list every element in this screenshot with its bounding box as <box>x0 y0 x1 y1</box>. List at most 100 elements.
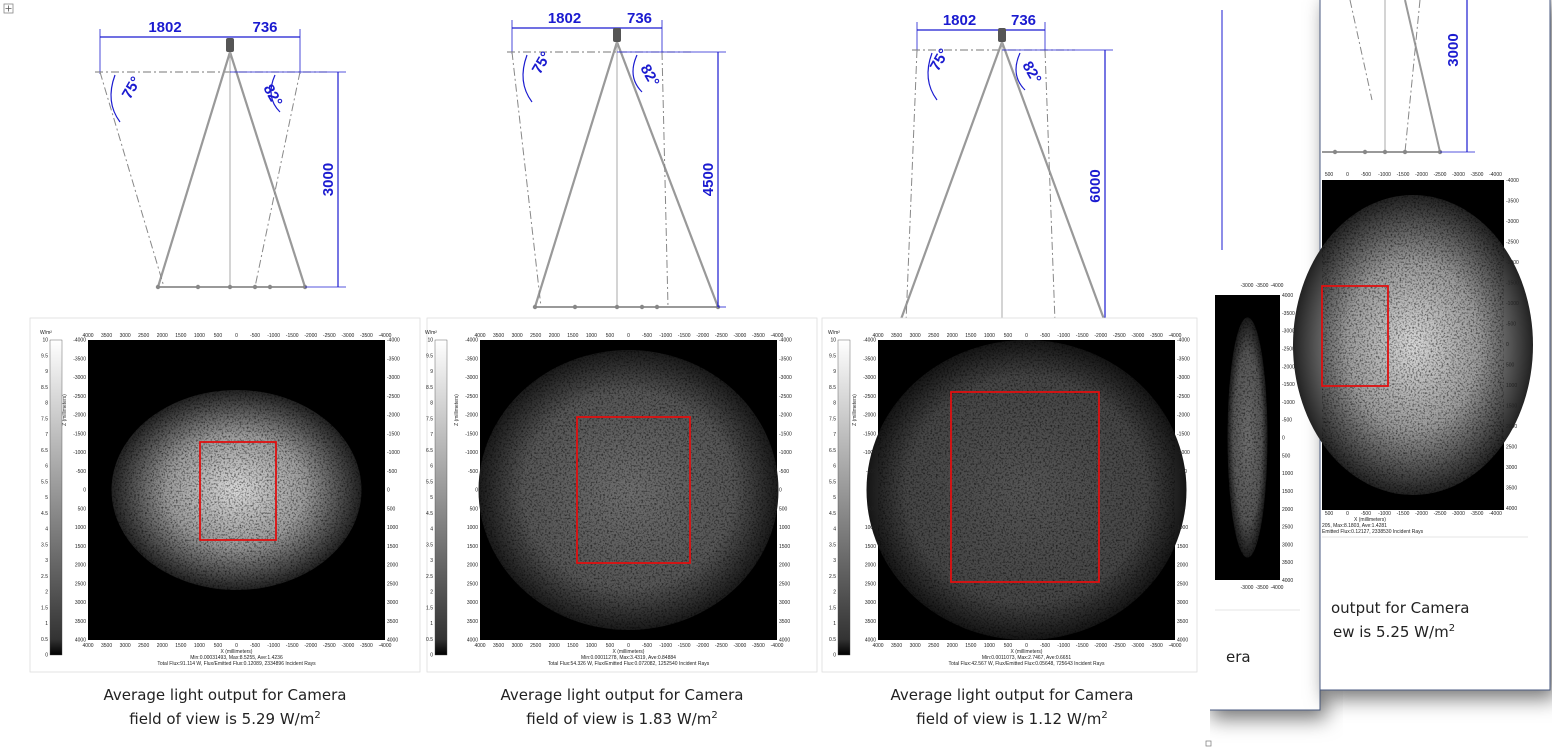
colorbar-tick-label: 7 <box>45 432 48 438</box>
dimension-label: 1802 <box>148 19 181 36</box>
x-tick-label: -2000 <box>304 643 317 649</box>
x-tick-label: 0 <box>627 333 630 339</box>
caption: ew is 5.25 W/m2 <box>1333 623 1455 641</box>
z-tick-label: -3000 <box>779 375 792 381</box>
x-tick-label: 4000 <box>474 643 485 649</box>
colorbar-tick-label: 10 <box>42 338 48 344</box>
z-tick-label: -1500 <box>1282 382 1295 388</box>
x-tick-label: 0 <box>235 333 238 339</box>
page: Camera field of view light output {"pane… <box>0 0 1552 755</box>
noise <box>88 340 385 640</box>
x-tick-label: 500 <box>214 333 223 339</box>
irradiance-plot: W/m²109.598.587.576.565.554.543.532.521.… <box>425 318 817 672</box>
z-tick-label: -4000 <box>73 338 86 344</box>
x-tick-label: -3500 <box>1256 585 1269 591</box>
colorbar-tick-label: 8 <box>833 401 836 407</box>
colorbar-tick-label: 8 <box>45 401 48 407</box>
x-tick-label: -2500 <box>1434 172 1447 178</box>
z-tick-label: 500 <box>1282 453 1291 459</box>
z-tick-label: 1500 <box>1282 489 1293 495</box>
resize-handle[interactable] <box>1206 741 1211 746</box>
node <box>640 305 644 309</box>
x-tick-label: -2500 <box>1113 333 1126 339</box>
x-tick-label: 500 <box>606 333 615 339</box>
z-tick-label: -2000 <box>73 413 86 419</box>
x-tick-label: -3000 <box>341 333 354 339</box>
z-tick-label: 3000 <box>387 600 398 606</box>
z-tick-label: 0 <box>475 488 478 494</box>
plot-stats: Total Flux:91.114 W, Flux/Emitted Flux:0… <box>157 661 316 667</box>
x-tick-label: -3000 <box>1452 172 1465 178</box>
caption-superscript: 2 <box>1101 710 1107 721</box>
colorbar-tick-label: 8.5 <box>829 385 836 391</box>
colorbar-tick-label: 7 <box>833 432 836 438</box>
z-tick-label: 2500 <box>779 581 790 587</box>
dimension-label: 3000 <box>1445 33 1462 66</box>
colorbar-tick-label: 0 <box>430 653 433 659</box>
z-tick-label: -500 <box>866 469 876 475</box>
z-tick-label: -500 <box>1282 418 1292 424</box>
x-tick-label: -2500 <box>715 643 728 649</box>
x-tick-label: -1000 <box>1057 643 1070 649</box>
x-tick-label: -2000 <box>1415 172 1428 178</box>
colorbar-tick-label: 5 <box>833 495 836 501</box>
z-tick-label: 3000 <box>75 600 86 606</box>
x-tick-label: -1000 <box>1057 333 1070 339</box>
colorbar-tick-label: 2.5 <box>829 574 836 580</box>
colorbar-tick-label: 4.5 <box>829 511 836 517</box>
z-tick-label: -1000 <box>73 450 86 456</box>
z-tick-label: 2500 <box>467 581 478 587</box>
z-tick-label: 1000 <box>779 525 790 531</box>
x-tick-label: 1000 <box>586 643 597 649</box>
z-tick-label: 1000 <box>1177 525 1188 531</box>
dimension-label: 736 <box>627 10 652 27</box>
node <box>268 285 272 289</box>
z-tick-label: 3000 <box>1177 600 1188 606</box>
x-tick-label: 3000 <box>910 643 921 649</box>
caption-superscript: 2 <box>314 710 320 721</box>
x-tick-label: -3500 <box>1471 172 1484 178</box>
x-tick-label: -4000 <box>1489 172 1502 178</box>
x-tick-label: 2500 <box>530 643 541 649</box>
z-tick-label: -4000 <box>779 338 792 344</box>
x-tick-label: -1500 <box>678 333 691 339</box>
dimension-label: 6000 <box>1087 169 1104 202</box>
z-tick-label: 3500 <box>467 619 478 625</box>
x-tick-label: -3500 <box>752 643 765 649</box>
z-tick-label: -500 <box>468 469 478 475</box>
x-tick-label: 2000 <box>157 333 168 339</box>
z-tick-label: 1000 <box>387 525 398 531</box>
colorbar-tick-label: 3.5 <box>829 542 836 548</box>
plot-stats: Total Flux:54.326 W, Flux/Emitted Flux:0… <box>548 661 710 667</box>
caption-text: field of view is 1.12 W/m <box>916 710 1101 728</box>
z-tick-label: 4000 <box>467 638 478 644</box>
colorbar-tick-label: 9 <box>430 369 433 375</box>
x-tick-label: -1500 <box>1397 511 1410 517</box>
colorbar-tick-label: 6 <box>430 464 433 470</box>
caption: field of view is 1.12 W/m2 <box>916 710 1107 728</box>
colorbar-tick-label: 4 <box>833 527 836 533</box>
z-tick-label: 2500 <box>1506 445 1517 451</box>
colorbar-tick-label: 7.5 <box>829 416 836 422</box>
colorbar-tick-label: 1 <box>45 621 48 627</box>
z-tick-label: -2000 <box>465 413 478 419</box>
z-axis-label: Z (millimeters) <box>454 394 460 426</box>
x-tick-label: 2500 <box>928 333 939 339</box>
z-axis-label: Z (millimeters) <box>852 394 858 426</box>
z-tick-label: -500 <box>387 469 397 475</box>
z-tick-label: -1000 <box>387 450 400 456</box>
colorbar-tick-label: 9.5 <box>829 353 836 359</box>
z-tick-label: 0 <box>873 488 876 494</box>
x-tick-label: 4000 <box>82 643 93 649</box>
z-tick-label: -4000 <box>863 338 876 344</box>
z-tick-label: -3000 <box>387 375 400 381</box>
x-tick-label: -4000 <box>1169 643 1182 649</box>
colorbar-tick-label: 6 <box>833 464 836 470</box>
z-tick-label: 1500 <box>387 544 398 550</box>
colorbar-tick-label: 9.5 <box>41 353 48 359</box>
z-tick-label: 1000 <box>1282 471 1293 477</box>
z-tick-label: 2500 <box>1177 581 1188 587</box>
x-tick-label: -2000 <box>696 333 709 339</box>
x-tick-label: -4000 <box>771 643 784 649</box>
z-tick-label: 1500 <box>1177 544 1188 550</box>
